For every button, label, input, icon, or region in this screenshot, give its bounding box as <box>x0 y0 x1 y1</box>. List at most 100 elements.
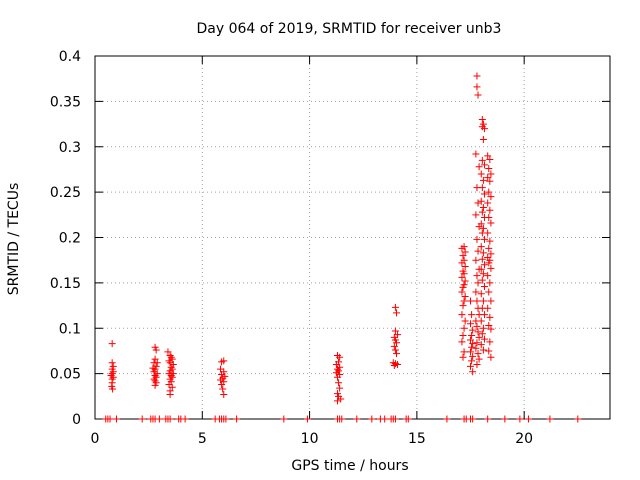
data-point <box>108 340 116 348</box>
data-point <box>485 214 493 222</box>
data-point <box>461 277 469 285</box>
data-point <box>477 170 485 178</box>
y-tick-label: 0.25 <box>50 185 81 201</box>
data-point <box>485 347 493 355</box>
data-point <box>473 72 481 80</box>
data-point <box>478 208 486 216</box>
data-point <box>484 152 492 160</box>
data-point <box>516 415 524 423</box>
data-point <box>478 330 486 338</box>
data-point <box>167 353 175 361</box>
data-point <box>484 272 492 280</box>
data-point <box>459 252 467 260</box>
data-point <box>487 219 495 227</box>
data-point <box>484 415 492 423</box>
data-point <box>487 353 495 361</box>
data-point <box>487 193 495 201</box>
data-point <box>218 371 226 379</box>
data-point <box>468 357 476 365</box>
data-point <box>473 83 481 91</box>
data-point <box>220 357 228 365</box>
data-point <box>468 311 476 319</box>
data-point <box>218 381 226 389</box>
data-point <box>390 342 398 350</box>
data-point <box>480 235 488 243</box>
data-point <box>484 199 492 207</box>
data-point <box>479 324 487 332</box>
data-point <box>479 135 487 143</box>
data-point <box>460 324 468 332</box>
data-point <box>467 348 475 356</box>
data-point <box>475 333 483 341</box>
data-point <box>546 415 554 423</box>
data-point <box>336 353 344 361</box>
data-point <box>480 161 488 169</box>
data-point <box>484 304 492 312</box>
data-point <box>166 415 174 423</box>
axis-ticks: 0 0.05 0.1 0.15 0.2 0.25 0.3 0.35 0.4 0 5 10 15 20 <box>50 49 610 447</box>
data-point <box>168 355 176 363</box>
data-point <box>336 384 344 392</box>
data-point <box>467 320 475 328</box>
data-point <box>166 359 174 367</box>
data-point <box>479 224 487 232</box>
data-point <box>473 339 481 347</box>
data-point <box>391 346 399 354</box>
data-point <box>485 188 493 196</box>
data-point <box>280 415 288 423</box>
data-point <box>480 311 488 319</box>
data-point <box>353 415 361 423</box>
data-point <box>477 243 485 251</box>
data-point <box>478 255 486 263</box>
y-tick-label: 0.2 <box>59 231 81 247</box>
data-point <box>392 350 400 358</box>
data-point <box>478 156 486 164</box>
data-point <box>469 352 477 360</box>
data-point <box>167 363 175 371</box>
data-point <box>332 369 340 377</box>
data-point <box>474 199 482 207</box>
data-point <box>474 328 482 336</box>
data-point <box>219 385 227 393</box>
data-point <box>337 395 345 403</box>
data-point <box>480 125 488 133</box>
data-point <box>480 283 488 291</box>
data-point <box>164 348 172 356</box>
data-point <box>486 313 494 321</box>
data-point <box>472 150 480 158</box>
grid-lines <box>95 56 610 419</box>
data-point <box>109 373 117 381</box>
data-point <box>472 256 480 264</box>
data-point <box>472 344 480 352</box>
data-point <box>443 415 451 423</box>
data-point <box>468 343 476 351</box>
data-point <box>152 346 160 354</box>
data-point <box>169 370 177 378</box>
data-point <box>381 415 389 423</box>
data-point <box>404 415 412 423</box>
data-point <box>458 338 466 346</box>
data-point <box>485 259 493 267</box>
data-point <box>391 303 399 311</box>
data-point <box>460 348 468 356</box>
data-point <box>233 415 241 423</box>
data-point <box>486 206 494 214</box>
data-point <box>485 288 493 296</box>
data-point <box>333 365 341 373</box>
data-point <box>467 336 475 344</box>
data-point <box>166 390 174 398</box>
data-point <box>480 335 488 343</box>
y-tick-label: 0.05 <box>50 367 81 383</box>
data-point <box>112 415 120 423</box>
data-point <box>150 368 158 376</box>
data-point <box>460 270 468 278</box>
data-point <box>217 376 225 384</box>
data-point <box>391 327 399 335</box>
data-point <box>109 385 117 393</box>
data-point <box>461 317 469 325</box>
data-point <box>480 190 488 198</box>
data-point <box>335 379 343 387</box>
data-point <box>486 237 494 245</box>
data-point <box>485 165 493 173</box>
